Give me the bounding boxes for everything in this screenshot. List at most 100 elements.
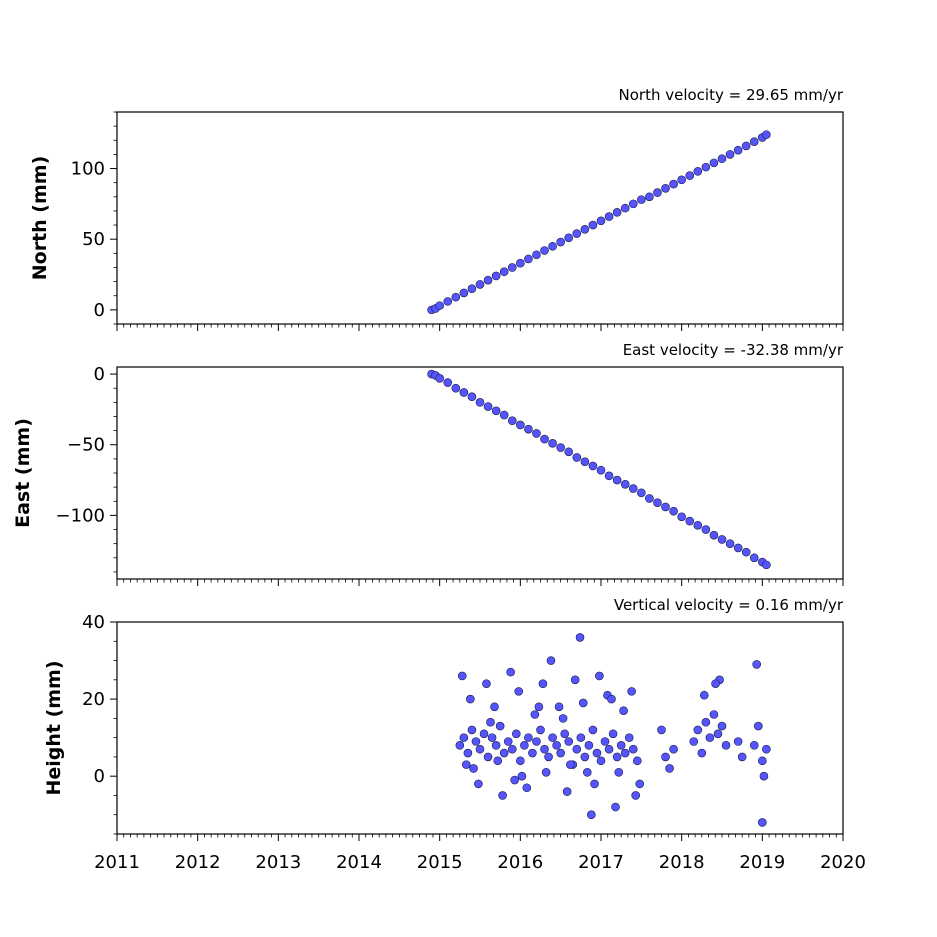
y-tick-label: 40 — [82, 612, 105, 633]
north-data-point — [620, 203, 630, 213]
height-data-point — [657, 725, 666, 735]
height-data-point — [474, 779, 483, 789]
north-data-point — [451, 292, 461, 302]
north-data-point — [499, 267, 509, 277]
north-data-point — [709, 158, 719, 168]
north-data-point — [701, 162, 711, 172]
height-data-point — [538, 679, 548, 688]
east-data-point — [516, 420, 525, 430]
height-data-point — [572, 744, 582, 754]
north-data-point — [612, 208, 622, 217]
height-data-point — [466, 694, 475, 704]
height-data-point — [475, 744, 485, 754]
east-data-point — [443, 378, 453, 387]
height-data-point — [614, 768, 624, 777]
height-data-point — [471, 737, 481, 746]
height-data-point — [587, 810, 596, 820]
north-data-point — [443, 297, 453, 306]
north-data-point — [548, 241, 557, 251]
height-data-point — [733, 737, 743, 746]
height-data-point — [627, 687, 636, 696]
east-data-point — [669, 506, 678, 516]
east-data-point — [637, 488, 646, 498]
north-data-point — [459, 288, 469, 298]
east-data-point — [548, 439, 557, 448]
north-data-point — [491, 271, 501, 281]
north-data-point — [475, 280, 485, 289]
height-data-point — [482, 679, 491, 688]
height-data-point — [520, 741, 529, 750]
height-data-point — [486, 717, 495, 727]
height-data-point — [693, 725, 703, 735]
east-data-point — [653, 498, 662, 507]
height-data-point — [457, 671, 467, 681]
north-data-point — [483, 275, 493, 285]
height-velocity-label: Vertical velocity = 0.16 mm/yr — [614, 596, 844, 614]
height-data-point — [487, 733, 497, 742]
north-data-point — [588, 220, 598, 230]
east-data-point — [709, 530, 719, 540]
height-data-point — [522, 783, 532, 793]
east-data-point — [725, 539, 735, 548]
north-data-point — [693, 167, 703, 176]
east-data-point — [572, 453, 582, 462]
north-axis-label: North (mm) — [29, 156, 51, 281]
east-data-point — [467, 392, 477, 401]
height-data-point — [584, 741, 594, 750]
east-data-point — [604, 471, 614, 481]
east-data-point — [435, 374, 444, 383]
north-data-point — [677, 175, 686, 185]
east-data-point — [628, 484, 638, 493]
east-data-point — [524, 424, 533, 434]
east-data-point — [507, 416, 517, 426]
height-data-point — [661, 752, 670, 762]
y-tick-label: 0 — [94, 364, 105, 385]
east-data-point — [588, 461, 598, 471]
north-data-point — [645, 192, 654, 202]
height-data-point — [588, 725, 598, 735]
north-data-point — [685, 171, 695, 180]
north-data-point — [556, 237, 565, 247]
north-data-point — [661, 184, 670, 193]
north-data-point — [669, 179, 678, 189]
east-data-point — [620, 480, 630, 489]
x-tick-label: 2011 — [94, 852, 140, 873]
height-data-point — [665, 764, 674, 773]
north-data-point — [741, 141, 751, 151]
north-data-point — [733, 145, 743, 155]
height-data-point — [524, 733, 533, 742]
height-data-point — [721, 741, 731, 750]
height-data-point — [490, 702, 499, 712]
height-data-point — [536, 725, 545, 735]
height-data-point — [469, 764, 478, 773]
east-data-point — [645, 494, 654, 503]
height-data-point — [461, 760, 471, 769]
east-data-point — [693, 520, 703, 530]
height-data-point — [608, 729, 618, 739]
x-tick-label: 2017 — [578, 852, 624, 873]
height-data-point — [624, 733, 634, 742]
east-data-point — [580, 457, 590, 466]
east-data-point — [596, 465, 606, 475]
north-data-point — [717, 154, 727, 163]
north-plot-frame — [116, 111, 844, 325]
height-data-point — [554, 702, 564, 712]
height-axis-label: Height (mm) — [43, 660, 65, 795]
height-data-point — [511, 729, 521, 739]
east-data-point — [564, 447, 574, 457]
height-data-point — [459, 733, 469, 742]
east-data-point — [661, 502, 670, 512]
height-data-point — [540, 744, 549, 754]
north-data-point — [580, 225, 590, 234]
east-data-point — [556, 443, 565, 452]
east-data-point — [451, 383, 461, 393]
height-data-point — [570, 675, 580, 685]
east-data-point — [491, 406, 501, 416]
height-data-point — [616, 741, 626, 750]
height-data-point — [507, 744, 517, 754]
height-data-point — [510, 775, 519, 785]
height-data-point — [628, 744, 638, 754]
height-data-point — [530, 710, 540, 719]
height-data-point — [560, 729, 570, 739]
height-data-point — [491, 741, 501, 750]
